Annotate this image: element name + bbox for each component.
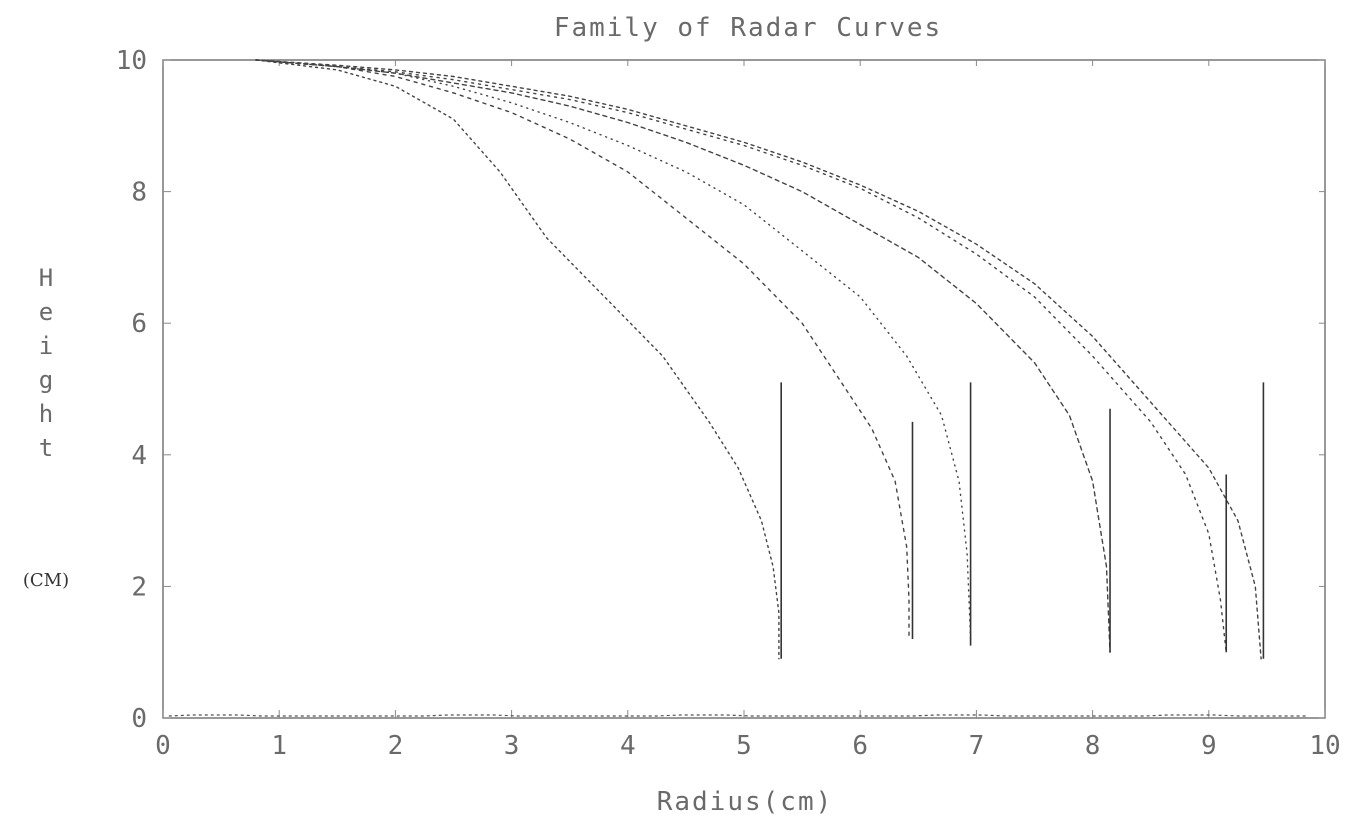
- series-layer: [168, 59, 1308, 717]
- y-axis-label-char: e: [39, 298, 53, 326]
- x-tick-label: 5: [736, 731, 752, 761]
- series-line-3: [255, 59, 972, 640]
- y-axis-label-char: g: [39, 366, 53, 394]
- x-tick-label: 10: [1309, 731, 1340, 761]
- y-axis-label-char: H: [39, 264, 53, 292]
- series-line-5: [255, 59, 1227, 653]
- x-tick-label: 2: [388, 731, 404, 761]
- y-tick-label: 10: [116, 46, 147, 76]
- y-tick-label: 0: [131, 704, 147, 734]
- axis-ticks: 0 1 2 3 4 5 6 7 8 9 10 0 2 4 6 8 10: [116, 46, 1341, 761]
- vertical-markers: [780, 382, 1265, 659]
- x-tick-label: 3: [504, 731, 520, 761]
- series-line-6: [255, 59, 1262, 660]
- series-line-1: [255, 59, 780, 660]
- y-axis-unit-label: (CM): [23, 570, 69, 591]
- baseline-trace: [168, 714, 1308, 717]
- x-tick-label: 0: [155, 731, 171, 761]
- x-tick-label: 8: [1085, 731, 1101, 761]
- x-tick-label: 9: [1201, 731, 1217, 761]
- x-tick-label: 7: [969, 731, 985, 761]
- y-axis-label-char: i: [39, 332, 53, 360]
- x-tick-label: 6: [852, 731, 868, 761]
- y-axis-label-char: h: [39, 400, 53, 428]
- y-axis-label-char: t: [39, 434, 53, 462]
- x-tick-label: 4: [620, 731, 636, 761]
- x-axis-label: Radius(cm): [657, 787, 834, 817]
- y-tick-label: 2: [131, 572, 147, 602]
- chart-title: Family of Radar Curves: [554, 13, 942, 43]
- x-tick-label: 1: [271, 731, 287, 761]
- y-tick-label: 4: [131, 441, 147, 471]
- y-tick-label: 8: [131, 178, 147, 208]
- y-tick-label: 6: [131, 309, 147, 339]
- series-line-2: [255, 59, 910, 640]
- series-line-4: [255, 59, 1111, 653]
